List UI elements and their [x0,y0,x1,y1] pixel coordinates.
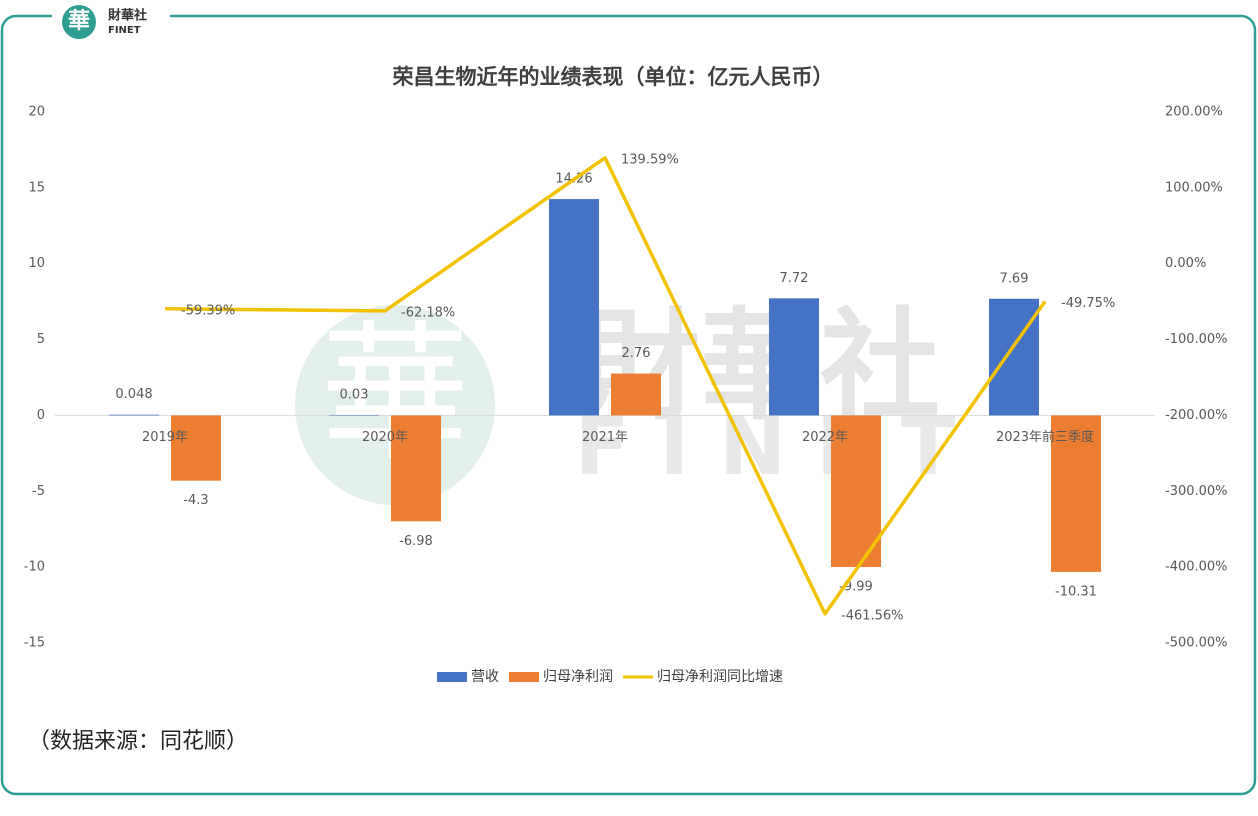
line-value-label: -49.75% [1061,296,1115,311]
bar [769,298,819,416]
bar [549,199,599,416]
watermark-circle [295,305,495,505]
y-tick-label: -15 [24,636,45,651]
x-tick-label: 2022年 [802,430,848,445]
logo-circle [62,5,96,39]
logo-mark: 華 [68,9,90,34]
bar-value-label: 0.048 [115,387,152,402]
line-series [164,156,1047,616]
line-value-label: -59.39% [181,303,235,318]
y-tick-label: -5 [32,484,45,499]
legend-label: 营收 [471,669,499,685]
y-tick-label: -10 [24,560,45,575]
legend-swatch [437,672,467,682]
y-tick-label: 15 [28,180,45,195]
logo-name: 財華社 [107,8,147,24]
bar-value-label: -4.3 [183,493,208,508]
y2-tick-label: -500.00% [1165,636,1228,651]
bar [611,373,661,416]
y2-tick-label: -300.00% [1165,484,1228,499]
bar-value-label: 2.76 [622,346,651,361]
y2-tick-label: -200.00% [1165,408,1228,423]
y-tick-label: 10 [28,256,45,271]
y-tick-label: 0 [37,408,45,423]
y2-tick-label: -400.00% [1165,560,1228,575]
legend-swatch [509,672,539,682]
bar-value-label: -10.31 [1055,584,1097,599]
bar-value-label: 7.72 [780,271,809,286]
y-tick-label: 5 [37,332,45,347]
bar [109,414,159,416]
y-tick-label: 20 [28,105,45,120]
chart-title: 荣昌生物近年的业绩表现（单位：亿元人民币） [392,65,834,89]
line-value-label: -461.56% [841,608,904,623]
y2-tick-label: -100.00% [1165,332,1228,347]
legend-label: 归母净利润同比增速 [657,668,783,685]
line-value-label: -62.18% [401,305,455,320]
x-tick-label: 2019年 [142,430,188,445]
source-note: （数据来源：同花顺） [28,729,248,754]
bar [171,415,221,481]
bar [989,298,1039,416]
x-tick-label: 2023年前三季度 [996,429,1094,445]
x-tick-label: 2021年 [582,430,628,445]
bar-value-label: 7.69 [1000,271,1029,286]
y2-tick-label: 0.00% [1165,256,1206,271]
y2-tick-label: 200.00% [1165,105,1223,120]
logo-en: FINET [108,25,141,36]
x-tick-label: 2020年 [362,430,408,445]
bar [391,415,441,522]
bar [831,415,881,567]
bar-value-label: -6.98 [399,534,433,549]
legend-label: 归母净利润 [543,668,613,685]
line-value-label: 139.59% [621,152,679,167]
y2-tick-label: 100.00% [1165,180,1223,195]
bar [1051,415,1101,572]
bar-value-label: 0.03 [340,387,369,402]
